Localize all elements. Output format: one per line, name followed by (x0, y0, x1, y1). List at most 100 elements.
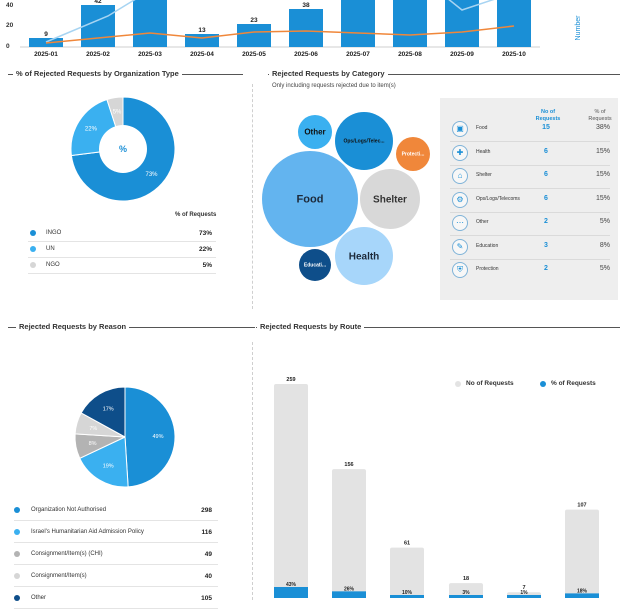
row-rule (450, 188, 610, 189)
category-count: 6 (544, 171, 548, 178)
category-name: Other (476, 219, 489, 225)
legend-value: 22% (198, 246, 212, 253)
section-divider (252, 342, 253, 600)
row-rule (450, 164, 610, 166)
slice-label: 5% (113, 109, 122, 115)
route-count-label: 7 (522, 585, 525, 591)
category-row: ⚙ Ops/Logs/Telecoms 6 15% (440, 189, 618, 213)
bubble-label: Protecti... (402, 152, 425, 158)
bar-value-label: 13 (198, 27, 206, 34)
category-pct: 5% (599, 218, 610, 225)
secondary-trend-line (45, 0, 495, 43)
reason-pie: 49% 19% 8% 7% 17% (74, 386, 176, 488)
bar-2025-06 (289, 9, 323, 47)
bar-value-label: 9 (44, 31, 48, 38)
category-name: Health (476, 148, 491, 155)
route-count-bar (565, 509, 599, 598)
y-tick-label: 40 (6, 2, 14, 9)
reason-legend-item: Organization Not Authorised (14, 507, 106, 513)
category-title: Rejected Requests by Category (269, 69, 388, 78)
legend-value: 116 (201, 529, 213, 536)
bubble-other (298, 115, 332, 149)
route-pct-label: 26% (344, 586, 355, 592)
food-icon: ▣ (452, 121, 468, 137)
section-rule (268, 74, 620, 75)
legend-swatch (30, 262, 36, 268)
route-count-bar (390, 547, 424, 598)
legend-label: INGO (46, 230, 62, 236)
bubble-educati- (299, 249, 331, 281)
category-count: 2 (544, 218, 548, 225)
category-count: 6 (544, 194, 548, 202)
route-pct-bar (507, 595, 541, 598)
legend-swatch (455, 380, 461, 387)
legend-label: Other (31, 595, 47, 601)
x-tick-label: 2025-02 (86, 51, 110, 58)
legend-rule (28, 257, 216, 258)
donut-center-label: % (119, 144, 127, 154)
shelter-icon: ⌂ (452, 168, 468, 184)
category-name: Ops/Logs/Telecoms (476, 195, 520, 202)
legend-value: 5% (202, 262, 212, 269)
category-pct: 15% (595, 147, 610, 155)
route-pct-label: 18% (577, 588, 588, 594)
legend-swatch (30, 246, 36, 252)
route-count-label: 107 (577, 503, 586, 509)
bar-2025-08 (393, 0, 427, 47)
protection-icon: ⛨ (452, 262, 468, 278)
category-row: ⛨ Protection 2 5% (440, 259, 618, 281)
route-pct-bar (274, 587, 308, 598)
bar-2025-02 (81, 5, 115, 47)
slice-label: 49% (152, 434, 163, 440)
legend-value: 298 (201, 507, 212, 514)
legend-rule (28, 273, 216, 274)
x-tick-label: 2025-04 (190, 51, 214, 58)
x-tick-label: 2025-05 (242, 51, 266, 58)
legend-label: Consignment/Item(s) (31, 573, 87, 579)
bubble-food (262, 151, 358, 247)
slice-label: 22% (85, 127, 98, 133)
category-name: Education (476, 242, 499, 249)
org-type-header: % of Requests (175, 212, 217, 218)
category-count: 3 (544, 241, 548, 249)
section-divider (252, 84, 253, 309)
category-pct: 15% (595, 171, 610, 178)
slice-label: 73% (145, 172, 158, 178)
row-rule (450, 141, 610, 142)
row-rule (450, 211, 610, 213)
category-subtitle: Only including requests rejected due to … (272, 83, 396, 89)
org-legend-item: NGO (30, 262, 60, 268)
bubble-label: Shelter (373, 194, 407, 205)
route-count-label: 61 (404, 541, 410, 547)
bar-2025-07 (341, 0, 375, 47)
category-col-count: No of Requests (535, 109, 561, 122)
route-pct-label: 10% (402, 590, 413, 596)
reason-title: Rejected Requests by Reason (16, 322, 130, 331)
trend-line (45, 25, 515, 44)
legend-swatch (14, 595, 20, 601)
x-tick-label: 2025-08 (398, 51, 422, 58)
legend-rule (14, 564, 218, 565)
legend-value: 49 (204, 551, 212, 558)
bubble-ops-logs-telec- (335, 112, 393, 170)
bubble-label: Other (304, 128, 325, 137)
bar-2025-09 (445, 0, 479, 47)
bubble-shelter (360, 169, 420, 229)
legend-label: Organization Not Authorised (31, 507, 107, 513)
legend-swatch (14, 507, 20, 513)
legend-rule (28, 241, 216, 242)
reason-legend-item: Israel's Humanitarian Aid Admission Poli… (14, 529, 144, 535)
bar-2025-10 (497, 0, 531, 47)
slice-label: 7% (89, 426, 97, 432)
legend-rule (14, 586, 218, 587)
route-pct-bar (332, 591, 366, 598)
reason-legend-item: Other (14, 595, 46, 601)
other-icon: ⋯ (452, 215, 468, 231)
x-tick-label: 2025-07 (346, 51, 370, 58)
legend-value: 40 (204, 573, 212, 580)
monthly-requests-chart: 40 20 0 9 42 13 23 38 2025-01 2025-02 2025-03 202… (6, 0, 582, 58)
education-icon: ✎ (452, 238, 468, 255)
x-tick-label: 2025-09 (450, 51, 474, 58)
row-rule (450, 258, 610, 260)
legend-value: 73% (198, 230, 212, 237)
